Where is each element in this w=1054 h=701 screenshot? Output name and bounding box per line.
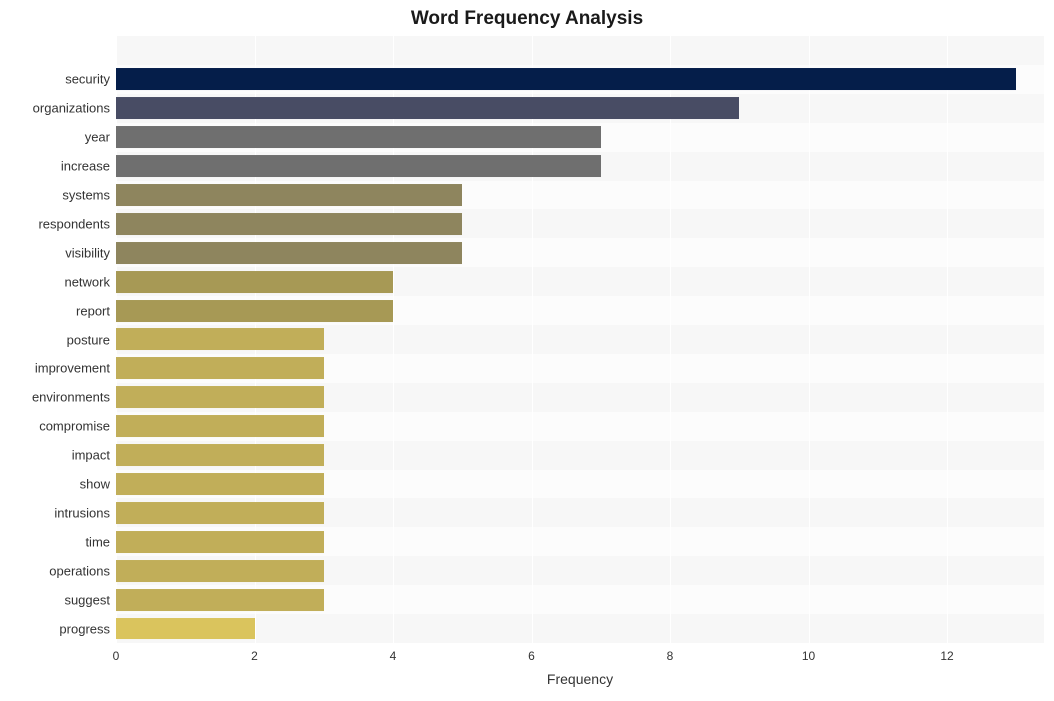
y-axis-label: intrusions <box>2 505 110 520</box>
bar <box>116 357 324 379</box>
x-axis-title: Frequency <box>547 671 613 687</box>
bar-row <box>116 383 1044 412</box>
bar <box>116 473 324 495</box>
bar <box>116 213 462 235</box>
x-axis-tick: 12 <box>940 649 953 663</box>
bar-row <box>116 209 1044 238</box>
bar <box>116 300 393 322</box>
x-axis-tick: 0 <box>113 649 120 663</box>
bar-row <box>116 614 1044 643</box>
bar-row <box>116 470 1044 499</box>
y-axis-label: improvement <box>2 361 110 376</box>
bar <box>116 589 324 611</box>
y-axis-label: visibility <box>2 245 110 260</box>
y-axis-label: report <box>2 303 110 318</box>
word-frequency-chart: Word Frequency Analysis security organiza… <box>0 0 1054 701</box>
y-axis-label: compromise <box>2 419 110 434</box>
bar <box>116 531 324 553</box>
y-axis-label: progress <box>2 621 110 636</box>
bar-row <box>116 123 1044 152</box>
bar-row <box>116 152 1044 181</box>
bar-row <box>116 354 1044 383</box>
bar-row <box>116 412 1044 441</box>
bar <box>116 271 393 293</box>
bar <box>116 560 324 582</box>
bar <box>116 155 601 177</box>
bar <box>116 68 1016 90</box>
bar <box>116 126 601 148</box>
y-axis-label: operations <box>2 563 110 578</box>
y-axis-label: network <box>2 274 110 289</box>
bar-row <box>116 585 1044 614</box>
y-axis-label: posture <box>2 332 110 347</box>
bar-row <box>116 267 1044 296</box>
bar <box>116 329 324 351</box>
plot-area: 024681012 Frequency <box>116 36 1044 643</box>
y-axis-label: suggest <box>2 592 110 607</box>
bar-row <box>116 325 1044 354</box>
bar <box>116 184 462 206</box>
y-axis-label: increase <box>2 159 110 174</box>
y-axis-label: environments <box>2 390 110 405</box>
bar <box>116 386 324 408</box>
y-axis-label: organizations <box>2 101 110 116</box>
x-axis-tick: 4 <box>390 649 397 663</box>
y-axis-label: respondents <box>2 216 110 231</box>
x-axis-tick: 10 <box>802 649 815 663</box>
y-axis-label: show <box>2 477 110 492</box>
bar-row <box>116 65 1044 94</box>
bar <box>116 618 255 640</box>
x-axis-tick: 2 <box>251 649 258 663</box>
chart-title: Word Frequency Analysis <box>0 8 1054 30</box>
bar <box>116 242 462 264</box>
bar <box>116 502 324 524</box>
bar-row <box>116 556 1044 585</box>
bar-row <box>116 498 1044 527</box>
y-axis-label: year <box>2 130 110 145</box>
x-axis-tick: 6 <box>528 649 535 663</box>
bar-row <box>116 238 1044 267</box>
y-axis-label: impact <box>2 448 110 463</box>
bar-row <box>116 181 1044 210</box>
bar-row <box>116 94 1044 123</box>
y-axis-labels: security organizations year increase systems… <box>0 36 116 643</box>
y-axis-label: time <box>2 534 110 549</box>
bar-row <box>116 296 1044 325</box>
bar-row <box>116 441 1044 470</box>
bar-row <box>116 527 1044 556</box>
bar <box>116 415 324 437</box>
y-axis-label: security <box>2 72 110 87</box>
bar <box>116 444 324 466</box>
bar <box>116 97 739 119</box>
bars-layer <box>116 36 1044 643</box>
x-axis-tick: 8 <box>667 649 674 663</box>
y-axis-label: systems <box>2 187 110 202</box>
